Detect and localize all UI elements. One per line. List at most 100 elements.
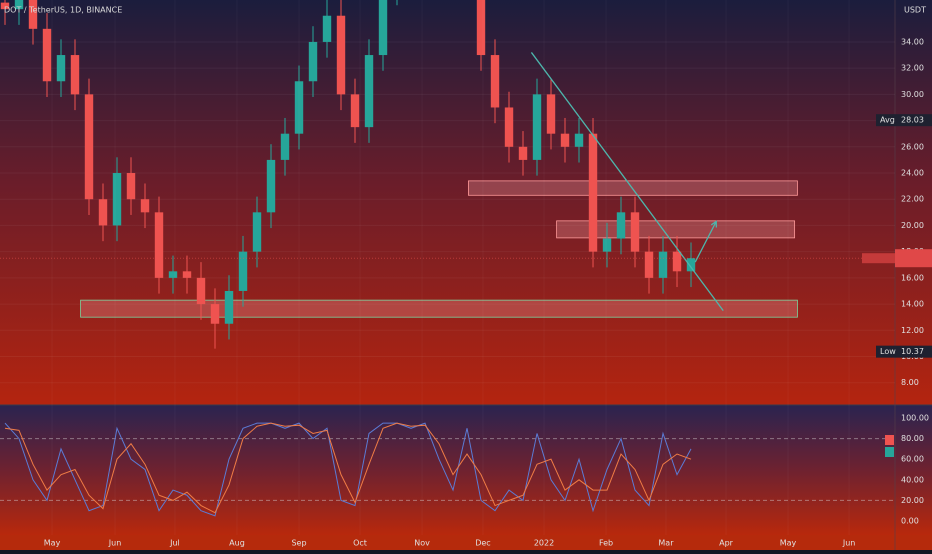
- y-tick-label: 14.00: [901, 300, 924, 309]
- y-tick-label: 12.00: [901, 326, 924, 335]
- candle-body: [336, 15, 346, 95]
- main-plot: [0, 0, 895, 384]
- last-price-chip: [862, 253, 895, 264]
- indicator-tick-label: 0.00: [901, 516, 919, 525]
- candle-body: [168, 271, 178, 278]
- candle-body: [532, 94, 542, 160]
- x-tick-label: Sep: [291, 539, 306, 548]
- candle-body: [266, 159, 276, 213]
- main-pane: [0, 0, 932, 405]
- x-tick-label: Dec: [475, 539, 490, 548]
- candle-body: [0, 2, 10, 10]
- x-tick-label: Mar: [658, 539, 674, 548]
- x-tick-label: May: [780, 539, 797, 548]
- candle-body: [42, 28, 52, 82]
- candle-body: [644, 251, 654, 278]
- candle-body: [476, 0, 486, 56]
- candle-body: [560, 133, 570, 147]
- candle-body: [238, 251, 248, 291]
- y-tick-label: 20.00: [901, 221, 924, 230]
- candle-body: [70, 55, 80, 95]
- last-price-tag: [895, 249, 932, 268]
- candle-body: [84, 94, 94, 200]
- candle-body: [154, 212, 164, 278]
- candle-body: [140, 199, 150, 213]
- candle-body: [686, 258, 696, 272]
- y-tick-label: 16.00: [901, 273, 924, 282]
- y-tick-label: 8.00: [901, 378, 919, 387]
- candle-body: [98, 199, 108, 226]
- time-axis: [0, 535, 932, 550]
- candle-body: [546, 94, 556, 134]
- price-label-value: 10.37: [901, 347, 924, 356]
- x-tick-label: Apr: [719, 539, 734, 548]
- indicator-tick-label: 20.00: [901, 496, 924, 505]
- y-tick-label: 34.00: [901, 37, 924, 46]
- candle-body: [14, 0, 24, 10]
- candle-body: [322, 15, 332, 42]
- currency: USDT: [904, 6, 926, 15]
- candle-body: [518, 146, 528, 160]
- indicator-tick-label: 60.00: [901, 455, 924, 464]
- x-tick-label: May: [44, 539, 61, 548]
- candle-body: [630, 212, 640, 252]
- x-tick-label: Oct: [353, 539, 367, 548]
- indicator-line: [4, 422, 692, 514]
- price-label-box: [876, 114, 932, 127]
- candle-body: [504, 107, 514, 147]
- candle-body: [588, 133, 598, 252]
- y-tick-label: 24.00: [901, 169, 924, 178]
- price-label-name: Low: [880, 347, 896, 356]
- indicator-line: [4, 422, 692, 517]
- candle-body: [490, 55, 500, 108]
- indicator-value-chip: [885, 435, 894, 445]
- indicator-pane: [0, 405, 932, 535]
- candle-body: [672, 251, 682, 272]
- indicator-tick-label: 40.00: [901, 475, 924, 484]
- x-tick-label: Feb: [599, 539, 613, 548]
- candle-body: [364, 55, 374, 128]
- candle-body: [182, 271, 192, 278]
- candle-body: [196, 277, 206, 305]
- y-tick-label: 22.00: [901, 195, 924, 204]
- candle-body: [378, 0, 388, 56]
- x-tick-label: Aug: [229, 539, 245, 548]
- candle-body: [616, 212, 626, 239]
- candle-body: [658, 251, 668, 278]
- indicator-tick-label: 80.00: [901, 434, 924, 443]
- candle-body: [126, 173, 136, 200]
- price-label-value: 28.03: [901, 116, 924, 125]
- indicator-tick-label: 100.00: [901, 413, 929, 422]
- candle-body: [280, 133, 290, 160]
- candle-body: [602, 238, 612, 252]
- trendline: [530, 52, 724, 312]
- candle-body: [210, 304, 220, 324]
- candle-body: [112, 173, 122, 226]
- price-label-name: Avg: [880, 116, 895, 125]
- x-tick-label: Jun: [108, 539, 122, 548]
- candle-body: [252, 212, 262, 252]
- x-tick-label: 2022: [534, 539, 554, 548]
- candle-body: [56, 55, 66, 82]
- x-tick-label: Nov: [414, 539, 430, 548]
- y-tick-label: 30.00: [901, 90, 924, 99]
- y-tick-label: 32.00: [901, 64, 924, 73]
- zone: [556, 220, 796, 239]
- candle-body: [28, 0, 38, 29]
- candle-body: [350, 94, 360, 128]
- indicator-value-chip: [885, 447, 894, 457]
- chart-title: DOT / TetherUS, 1D, BINANCE: [4, 6, 122, 15]
- y-tick-label: 26.00: [901, 142, 924, 151]
- x-tick-label: Jul: [169, 539, 180, 548]
- x-tick-label: Jun: [842, 539, 856, 548]
- axes: 8.0010.0012.0014.0016.0018.0020.0022.002…: [44, 0, 932, 548]
- candle-body: [294, 81, 304, 134]
- arrow: [694, 220, 718, 263]
- candle-body: [224, 290, 234, 324]
- zone: [80, 299, 798, 318]
- indicator-plot: [0, 422, 895, 517]
- candle-body: [574, 133, 584, 147]
- price-label-box: [876, 345, 932, 358]
- candle-body: [308, 41, 318, 82]
